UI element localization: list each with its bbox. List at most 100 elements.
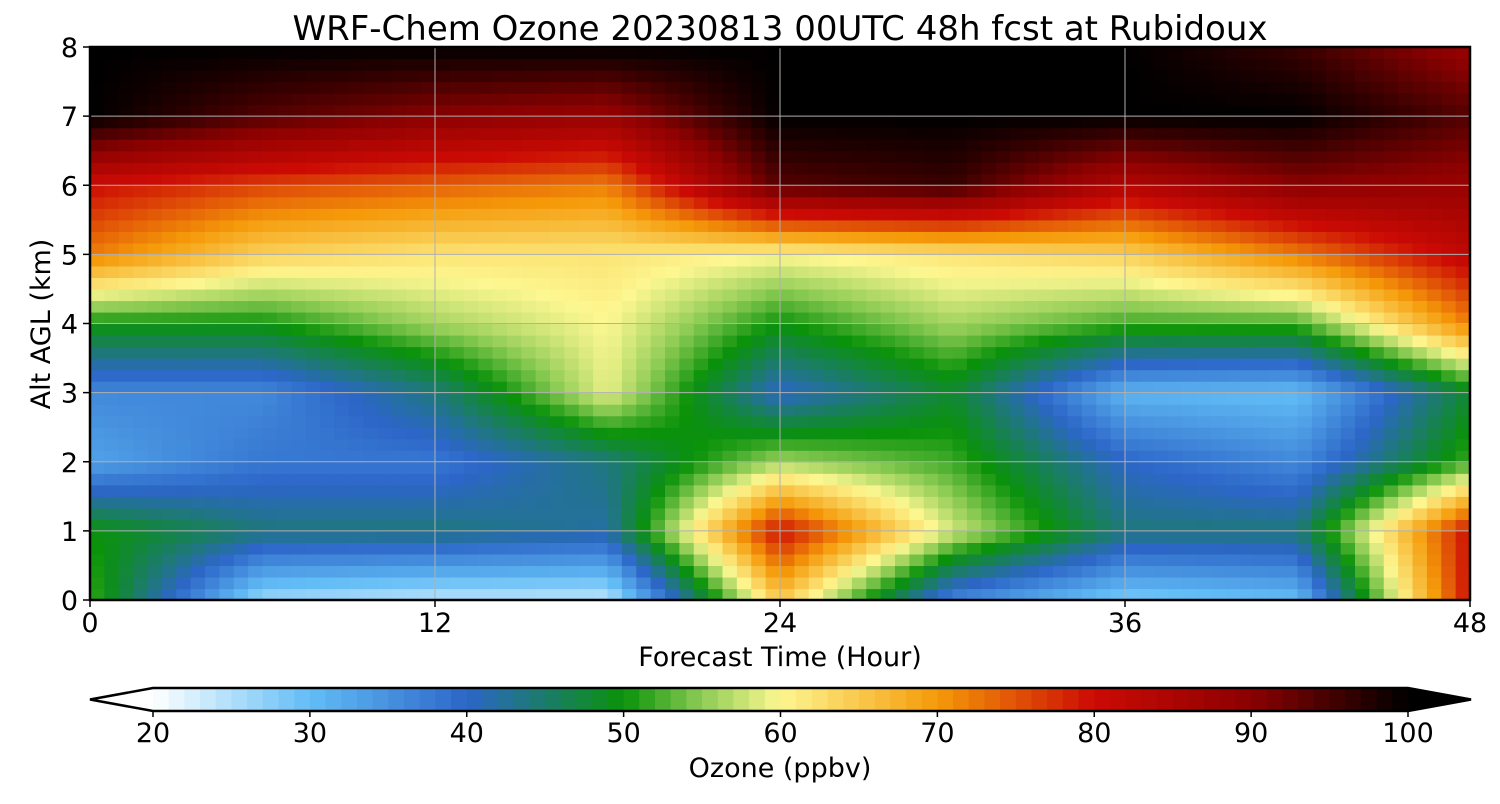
heatmap-cell [1311,519,1327,532]
heatmap-cell [219,81,235,94]
heatmap-cell [320,473,335,486]
heatmap-cell [320,116,335,129]
heatmap-cell [1383,127,1399,140]
heatmap-cell [1412,127,1428,140]
heatmap-cell [506,150,522,163]
heatmap-cell [262,565,278,578]
heatmap-cell [147,496,163,509]
heatmap-cell [1426,242,1442,255]
heatmap-cell [765,288,781,302]
heatmap-cell [564,553,580,567]
heatmap-cell [391,196,407,209]
colorbar-segment [1094,688,1111,711]
heatmap-cell [765,519,781,532]
heatmap-cell [636,81,652,94]
heatmap-cell [1369,70,1385,83]
heatmap-cell [1426,369,1442,382]
heatmap-cell [1211,369,1227,382]
heatmap-cell [291,496,307,509]
heatmap-cell [291,185,307,198]
heatmap-cell [1383,242,1399,255]
heatmap-cell [1455,300,1470,313]
heatmap-cell [1110,288,1126,302]
heatmap-cell [952,507,968,520]
heatmap-cell [406,104,422,117]
heatmap-cell [1168,369,1184,382]
heatmap-cell [1081,369,1097,382]
heatmap-cell [1225,438,1241,451]
heatmap-cell [1139,150,1155,163]
heatmap-cell [966,173,982,186]
heatmap-cell [1168,346,1184,359]
heatmap-cell [751,530,767,543]
heatmap-cell [751,242,767,255]
heatmap-cell [1455,81,1470,94]
heatmap-cell [1441,358,1457,371]
heatmap-cell [1081,288,1097,302]
heatmap-cell [1355,300,1370,313]
heatmap-cell [1441,415,1457,428]
heatmap-cell [679,300,695,313]
heatmap-cell [219,484,235,497]
heatmap-cell [320,346,335,359]
y-tick-label: 1 [61,517,78,548]
heatmap-cell [751,404,767,417]
heatmap-cell [578,116,594,129]
heatmap-cell [391,139,407,152]
heatmap-cell [1182,461,1198,474]
heatmap-cell [1340,358,1356,371]
heatmap-cell [262,219,278,232]
heatmap-cell [693,323,709,336]
heatmap-cell [219,116,235,129]
heatmap-cell [665,185,680,198]
heatmap-cell [1283,70,1299,83]
heatmap-cell [1297,473,1313,486]
heatmap-cell [981,208,997,221]
heatmap-cell [406,162,422,175]
heatmap-cell [334,404,350,417]
heatmap-cell [823,300,839,313]
colorbar-segment [545,688,562,711]
heatmap-cell [621,93,637,106]
heatmap-cell [765,300,781,313]
heatmap-cell [650,323,666,336]
heatmap-cell [823,139,839,152]
heatmap-cell [363,127,379,140]
heatmap-cell [1081,70,1097,83]
heatmap-cell [219,461,235,474]
heatmap-cell [521,127,537,140]
heatmap-cell [506,104,522,117]
heatmap-cell [1254,70,1270,83]
heatmap-cell [952,231,968,244]
heatmap-cell [909,369,925,382]
heatmap-cell [1383,346,1399,359]
heatmap-cell [205,185,220,198]
heatmap-cell [1211,519,1227,532]
heatmap-cell [377,542,393,555]
heatmap-cell [765,185,781,198]
heatmap-cell [1153,461,1169,474]
heatmap-cell [1340,381,1356,394]
heatmap-cell [736,104,752,117]
heatmap-cell [463,288,479,302]
heatmap-cell [492,116,508,129]
heatmap-cell [1096,104,1112,117]
heatmap-cell [981,219,997,232]
heatmap-cell [248,381,264,394]
heatmap-cell [1096,185,1112,198]
heatmap-cell [751,346,767,359]
heatmap-cell [866,381,882,394]
heatmap-cell [679,392,695,405]
heatmap-cell [1311,300,1327,313]
heatmap-cell [708,588,724,600]
heatmap-cell [176,507,192,520]
heatmap-cell [851,530,867,543]
heatmap-cell [420,185,436,198]
heatmap-cell [1311,70,1327,83]
heatmap-cell [1340,58,1356,71]
heatmap-cell [1355,93,1370,106]
heatmap-cell [995,288,1011,302]
heatmap-cell [1010,323,1025,336]
heatmap-cell [420,473,436,486]
heatmap-cell [866,542,882,555]
